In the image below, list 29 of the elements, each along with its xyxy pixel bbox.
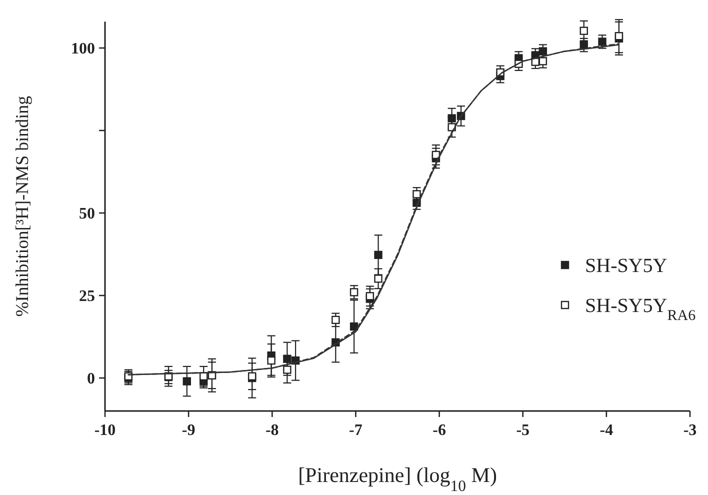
y-tick-label: 50	[79, 206, 95, 223]
point	[448, 114, 456, 122]
point	[350, 288, 358, 296]
point	[182, 377, 191, 386]
x-tick-label: -4	[600, 422, 614, 439]
x-tick-label: -9	[182, 422, 196, 439]
x-tick-label: -6	[432, 422, 446, 439]
point	[332, 316, 340, 324]
y-tick-label: 0	[87, 370, 95, 388]
point	[366, 292, 374, 300]
y-tick-label: 100	[71, 40, 95, 58]
x-tick-label: -10	[94, 422, 116, 439]
x-tick-label: -5	[516, 422, 530, 439]
point	[614, 32, 624, 40]
x-axis-title: [Pirenzepine] (log$_{10}$ M)	[298, 463, 497, 494]
x-tick-label: -8	[265, 422, 279, 439]
y-tick-label: 25	[79, 288, 95, 306]
legend-label: SH-SY5Y$_{RA6}$	[585, 295, 696, 324]
point	[267, 356, 276, 365]
point	[374, 274, 382, 283]
point	[283, 366, 292, 374]
x-tick-label: -7	[349, 422, 362, 439]
x-tick-label: -3	[683, 422, 697, 439]
y-axis-title: %Inhibition[³H]-NMS binding	[12, 96, 32, 317]
point	[580, 26, 588, 35]
point	[598, 38, 606, 46]
legend-label: SH-SY5Y	[585, 255, 668, 277]
point	[412, 190, 421, 198]
point	[374, 250, 382, 260]
